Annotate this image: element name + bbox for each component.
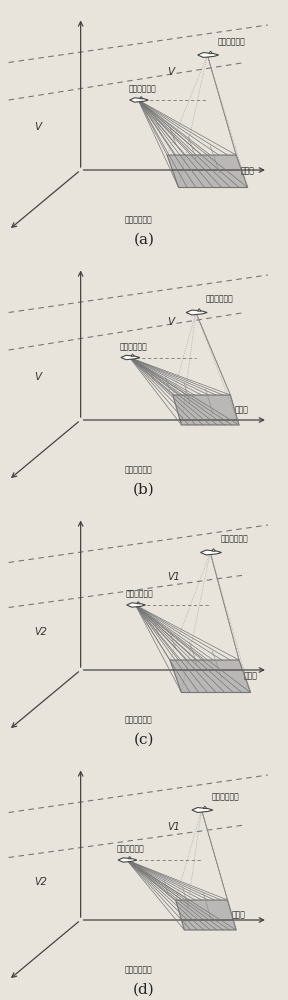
Polygon shape [198, 309, 201, 311]
Text: 接收声纳载体: 接收声纳载体 [128, 85, 156, 94]
Text: V1: V1 [167, 822, 180, 832]
Polygon shape [186, 310, 207, 315]
Polygon shape [137, 602, 140, 604]
Polygon shape [198, 53, 219, 57]
Polygon shape [192, 808, 213, 812]
Text: V1: V1 [167, 572, 180, 582]
Text: 接收声纳载体: 接收声纳载体 [117, 845, 144, 854]
Polygon shape [200, 550, 221, 555]
Text: 发射声纳载体: 发射声纳载体 [212, 792, 239, 801]
Text: V2: V2 [35, 627, 48, 637]
Text: 接收波束划分: 接收波束划分 [124, 216, 152, 225]
Text: 测量区: 测量区 [240, 167, 254, 176]
Polygon shape [118, 858, 137, 862]
Polygon shape [176, 900, 236, 930]
Text: (b): (b) [133, 482, 155, 496]
Polygon shape [173, 395, 239, 425]
Text: V: V [167, 67, 174, 77]
Polygon shape [140, 97, 143, 99]
Polygon shape [203, 806, 207, 809]
Polygon shape [209, 51, 213, 54]
Text: 测量区: 测量区 [235, 406, 249, 414]
Text: 接收声纳载体: 接收声纳载体 [120, 342, 147, 351]
Text: 测量区: 测量区 [232, 910, 246, 920]
Text: V: V [35, 122, 42, 132]
Text: V: V [167, 317, 174, 327]
Polygon shape [128, 857, 131, 859]
Polygon shape [212, 549, 215, 551]
Text: (c): (c) [134, 732, 154, 746]
Polygon shape [127, 603, 145, 607]
Polygon shape [130, 98, 148, 102]
Text: 发射声纳载体: 发射声纳载体 [206, 295, 234, 304]
Polygon shape [167, 155, 248, 188]
Text: 接收波束划分: 接收波束划分 [124, 716, 152, 724]
Polygon shape [170, 660, 251, 692]
Polygon shape [121, 355, 140, 360]
Text: (d): (d) [133, 982, 155, 996]
Text: V: V [35, 372, 42, 382]
Text: 接收声纳载体: 接收声纳载体 [125, 590, 153, 599]
Text: 发射声纳载体: 发射声纳载体 [220, 535, 248, 544]
Text: V2: V2 [35, 877, 48, 887]
Text: 测量区: 测量区 [243, 672, 257, 681]
Text: 发射声纳载体: 发射声纳载体 [217, 37, 245, 46]
Text: (a): (a) [134, 232, 154, 246]
Text: 接收波束划分: 接收波束划分 [124, 466, 152, 475]
Polygon shape [131, 354, 134, 356]
Text: 接收波束划分: 接收波束划分 [124, 966, 152, 974]
